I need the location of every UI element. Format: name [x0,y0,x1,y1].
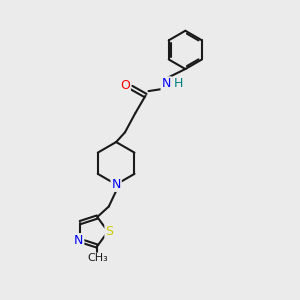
Text: N: N [112,178,121,191]
Text: O: O [120,79,130,92]
Text: CH₃: CH₃ [87,254,108,263]
Text: N: N [161,77,171,90]
Text: H: H [174,77,183,90]
Text: N: N [74,234,83,247]
Text: S: S [105,225,113,238]
